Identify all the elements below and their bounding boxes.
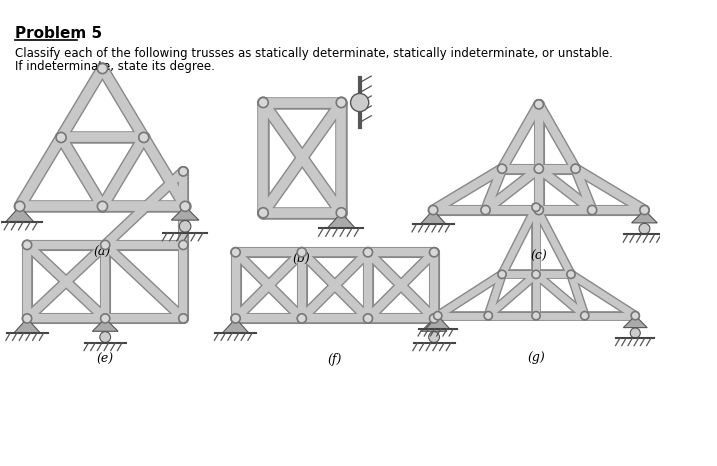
Circle shape — [498, 270, 506, 279]
Circle shape — [179, 220, 191, 232]
Circle shape — [484, 312, 493, 320]
Circle shape — [429, 332, 440, 343]
Text: Classify each of the following trusses as statically determinate, statically ind: Classify each of the following trusses a… — [15, 48, 613, 61]
Circle shape — [15, 201, 25, 212]
Circle shape — [429, 314, 439, 323]
Circle shape — [532, 270, 540, 279]
Circle shape — [22, 240, 32, 249]
Circle shape — [56, 132, 66, 143]
Circle shape — [364, 248, 373, 257]
Polygon shape — [92, 318, 118, 331]
Circle shape — [498, 164, 507, 173]
Circle shape — [98, 63, 108, 74]
Text: (f): (f) — [328, 353, 342, 366]
Circle shape — [231, 314, 240, 323]
Circle shape — [100, 314, 110, 323]
Circle shape — [640, 206, 649, 215]
Polygon shape — [328, 213, 355, 228]
Circle shape — [179, 314, 188, 323]
Circle shape — [532, 312, 540, 320]
Polygon shape — [426, 315, 450, 329]
Circle shape — [534, 206, 543, 215]
Circle shape — [231, 248, 240, 257]
Text: (g): (g) — [527, 350, 545, 363]
Circle shape — [429, 206, 438, 215]
Polygon shape — [623, 315, 647, 328]
Polygon shape — [171, 206, 199, 220]
Polygon shape — [223, 318, 249, 333]
Circle shape — [336, 208, 346, 218]
Circle shape — [298, 314, 306, 323]
Polygon shape — [632, 210, 657, 223]
Circle shape — [481, 206, 490, 215]
Circle shape — [532, 203, 540, 212]
Circle shape — [258, 97, 268, 108]
Polygon shape — [14, 318, 40, 333]
Circle shape — [180, 201, 190, 212]
Text: (a): (a) — [94, 246, 111, 259]
Text: Problem 5: Problem 5 — [15, 26, 103, 41]
Circle shape — [639, 223, 650, 234]
Circle shape — [581, 312, 589, 320]
Text: (b): (b) — [293, 252, 310, 265]
Circle shape — [631, 312, 640, 320]
Circle shape — [429, 248, 439, 257]
Circle shape — [587, 206, 597, 215]
Circle shape — [100, 332, 110, 343]
Text: (c): (c) — [531, 249, 547, 262]
Circle shape — [258, 208, 268, 218]
Circle shape — [434, 312, 442, 320]
Circle shape — [567, 270, 575, 279]
Circle shape — [351, 94, 369, 112]
Circle shape — [364, 314, 373, 323]
Circle shape — [534, 100, 543, 109]
Circle shape — [100, 240, 110, 249]
Circle shape — [179, 167, 188, 176]
Circle shape — [138, 132, 149, 143]
Circle shape — [534, 164, 543, 173]
Circle shape — [630, 328, 640, 338]
Polygon shape — [420, 210, 446, 224]
Circle shape — [22, 314, 32, 323]
Text: (e): (e) — [97, 353, 114, 366]
Circle shape — [336, 97, 346, 108]
Circle shape — [571, 164, 580, 173]
Polygon shape — [421, 318, 447, 331]
Circle shape — [98, 201, 108, 212]
Text: If indeterminate, state its degree.: If indeterminate, state its degree. — [15, 60, 215, 73]
Circle shape — [298, 248, 306, 257]
Circle shape — [179, 240, 188, 249]
Polygon shape — [6, 206, 34, 221]
